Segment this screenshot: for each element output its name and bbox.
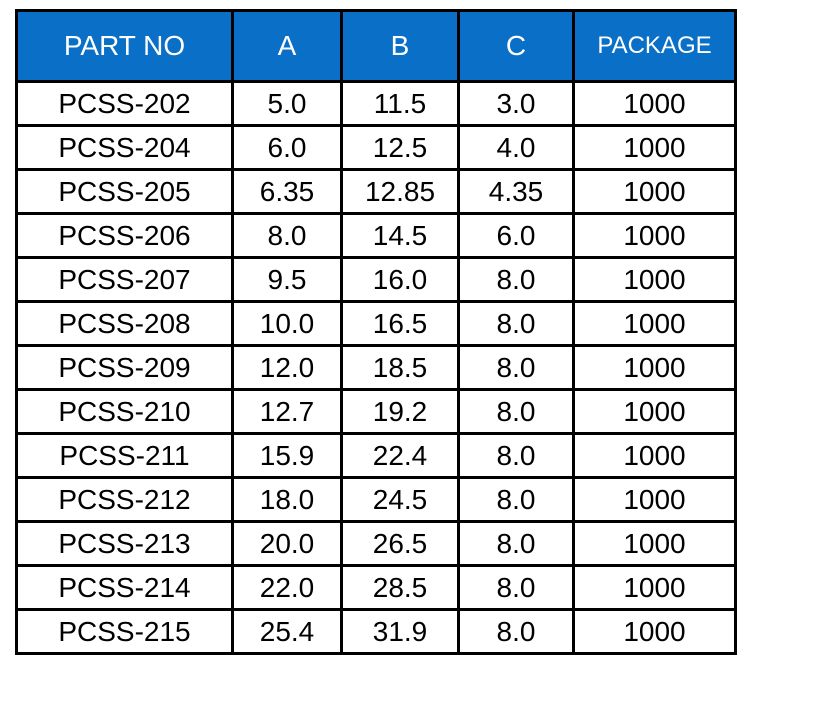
header-a: A: [231, 9, 343, 83]
cell-package: 1000: [572, 256, 737, 303]
cell-c: 6.0: [457, 212, 575, 259]
header-c: C: [457, 9, 575, 83]
cell-package: 1000: [572, 388, 737, 435]
cell-c: 8.0: [457, 300, 575, 347]
cell-a: 10.0: [231, 300, 343, 347]
cell-c: 4.0: [457, 124, 575, 171]
header-package: PACKAGE: [572, 9, 737, 83]
cell-a: 18.0: [231, 476, 343, 523]
cell-part-no: PCSS-214: [15, 564, 234, 611]
cell-a: 6.0: [231, 124, 343, 171]
cell-b: 22.4: [340, 432, 460, 479]
table-header-row: PART NO A B C PACKAGE: [15, 9, 737, 83]
cell-package: 1000: [572, 476, 737, 523]
cell-a: 20.0: [231, 520, 343, 567]
table-row: PCSS-211 15.9 22.4 8.0 1000: [15, 432, 737, 479]
cell-package: 1000: [572, 432, 737, 479]
cell-b: 11.5: [340, 80, 460, 127]
table-row: PCSS-208 10.0 16.5 8.0 1000: [15, 300, 737, 347]
cell-c: 8.0: [457, 388, 575, 435]
cell-c: 8.0: [457, 520, 575, 567]
cell-part-no: PCSS-211: [15, 432, 234, 479]
cell-package: 1000: [572, 344, 737, 391]
cell-package: 1000: [572, 80, 737, 127]
cell-part-no: PCSS-204: [15, 124, 234, 171]
cell-part-no: PCSS-202: [15, 80, 234, 127]
cell-a: 12.7: [231, 388, 343, 435]
cell-part-no: PCSS-205: [15, 168, 234, 215]
cell-c: 4.35: [457, 168, 575, 215]
cell-package: 1000: [572, 168, 737, 215]
cell-package: 1000: [572, 212, 737, 259]
table-row: PCSS-204 6.0 12.5 4.0 1000: [15, 124, 737, 171]
cell-c: 8.0: [457, 432, 575, 479]
cell-c: 8.0: [457, 476, 575, 523]
table-row: PCSS-202 5.0 11.5 3.0 1000: [15, 80, 737, 127]
table-row: PCSS-207 9.5 16.0 8.0 1000: [15, 256, 737, 303]
cell-b: 16.0: [340, 256, 460, 303]
cell-a: 15.9: [231, 432, 343, 479]
part-spec-table: PART NO A B C PACKAGE PCSS-202 5.0 11.5 3.0…: [15, 9, 737, 655]
table-row: PCSS-214 22.0 28.5 8.0 1000: [15, 564, 737, 611]
table-body: PCSS-202 5.0 11.5 3.0 1000 PCSS-204 6.0 12.5 4.0…: [15, 80, 737, 655]
table-row: PCSS-210 12.7 19.2 8.0 1000: [15, 388, 737, 435]
cell-c: 3.0: [457, 80, 575, 127]
table-row: PCSS-212 18.0 24.5 8.0 1000: [15, 476, 737, 523]
table-row: PCSS-215 25.4 31.9 8.0 1000: [15, 608, 737, 655]
cell-c: 8.0: [457, 344, 575, 391]
table-row: PCSS-213 20.0 26.5 8.0 1000: [15, 520, 737, 567]
cell-c: 8.0: [457, 256, 575, 303]
cell-a: 12.0: [231, 344, 343, 391]
cell-part-no: PCSS-208: [15, 300, 234, 347]
table-row: PCSS-209 12.0 18.5 8.0 1000: [15, 344, 737, 391]
table-row: PCSS-206 8.0 14.5 6.0 1000: [15, 212, 737, 259]
cell-package: 1000: [572, 564, 737, 611]
cell-package: 1000: [572, 608, 737, 655]
cell-part-no: PCSS-210: [15, 388, 234, 435]
cell-part-no: PCSS-215: [15, 608, 234, 655]
header-b: B: [340, 9, 460, 83]
cell-b: 26.5: [340, 520, 460, 567]
cell-b: 24.5: [340, 476, 460, 523]
cell-a: 8.0: [231, 212, 343, 259]
table-row: PCSS-205 6.35 12.85 4.35 1000: [15, 168, 737, 215]
cell-b: 19.2: [340, 388, 460, 435]
cell-b: 12.5: [340, 124, 460, 171]
cell-part-no: PCSS-207: [15, 256, 234, 303]
cell-a: 25.4: [231, 608, 343, 655]
cell-b: 28.5: [340, 564, 460, 611]
cell-c: 8.0: [457, 608, 575, 655]
cell-package: 1000: [572, 300, 737, 347]
cell-c: 8.0: [457, 564, 575, 611]
cell-a: 6.35: [231, 168, 343, 215]
cell-b: 18.5: [340, 344, 460, 391]
cell-b: 31.9: [340, 608, 460, 655]
cell-b: 12.85: [340, 168, 460, 215]
cell-part-no: PCSS-213: [15, 520, 234, 567]
header-part-no: PART NO: [15, 9, 234, 83]
cell-part-no: PCSS-206: [15, 212, 234, 259]
cell-part-no: PCSS-209: [15, 344, 234, 391]
cell-b: 14.5: [340, 212, 460, 259]
cell-b: 16.5: [340, 300, 460, 347]
cell-part-no: PCSS-212: [15, 476, 234, 523]
cell-a: 9.5: [231, 256, 343, 303]
cell-package: 1000: [572, 520, 737, 567]
cell-package: 1000: [572, 124, 737, 171]
cell-a: 5.0: [231, 80, 343, 127]
cell-a: 22.0: [231, 564, 343, 611]
